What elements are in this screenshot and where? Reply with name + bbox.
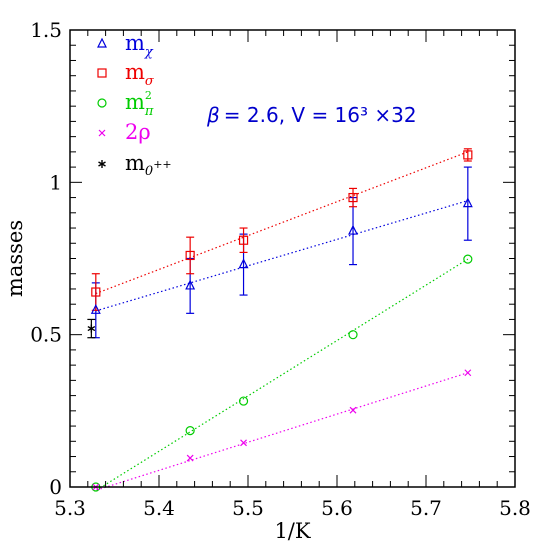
- x-tick-label: 5.7: [410, 496, 442, 520]
- legend-item: m2 π: [97, 89, 154, 119]
- legend-label: 2ρ: [125, 120, 151, 144]
- cross-stroke: [98, 129, 106, 137]
- legend-item: mσ: [97, 60, 155, 89]
- legend-label: mσ: [125, 60, 155, 89]
- data-points: [87, 150, 473, 492]
- cross-marker: [186, 454, 194, 462]
- axis-ticks: [69, 29, 516, 488]
- annotation-text: = 2.6, V = 16³ ×32: [224, 103, 417, 127]
- x-tick-label: 5.3: [54, 496, 86, 520]
- cross-marker: [240, 439, 247, 447]
- fit-line: [96, 258, 469, 491]
- legend-superscript: ++: [153, 158, 171, 171]
- circle-marker: [185, 426, 195, 436]
- legend-subscript: χ: [144, 45, 154, 60]
- y-tick-labels: 0 0.5 1 1.5: [30, 18, 62, 499]
- y-tick-label: 0: [49, 475, 62, 499]
- asterisk-stroke: [87, 325, 96, 332]
- x-tick-label: 5.6: [321, 496, 353, 520]
- legend-subscript: σ: [145, 74, 155, 89]
- cross-marker: [349, 406, 357, 414]
- cross-stroke: [240, 439, 247, 447]
- cross-stroke: [186, 454, 194, 462]
- square-marker: [463, 150, 473, 160]
- circle-marker: [97, 98, 107, 108]
- asterisk-stroke: [98, 161, 106, 167]
- triangle-marker: [348, 224, 358, 235]
- square-marker: [238, 235, 249, 245]
- circle-marker: [238, 396, 249, 406]
- legend-subscript: 0: [145, 164, 153, 179]
- fit-lines: [95, 151, 469, 491]
- asterisk-marker: [98, 160, 106, 168]
- y-tick-label: 1.5: [30, 18, 62, 42]
- legend-label: m0++: [125, 151, 172, 179]
- beta-symbol: β: [206, 103, 220, 127]
- square-marker: [97, 68, 107, 78]
- cross-stroke: [464, 369, 472, 377]
- asterisk-marker: [87, 324, 96, 333]
- error-bar: [239, 227, 248, 254]
- triangle-marker: [90, 303, 101, 314]
- legend-label: mχ: [125, 31, 154, 60]
- legend-label: m2 π: [125, 89, 154, 119]
- y-tick-label: 1: [49, 170, 62, 194]
- triangle-marker: [238, 258, 249, 269]
- legend-superscript: 2: [145, 89, 152, 102]
- square-marker: [91, 287, 101, 297]
- y-tick-label: 0.5: [30, 323, 62, 347]
- x-axis-label: 1/K: [274, 519, 310, 543]
- x-tick-label: 5.8: [499, 496, 531, 520]
- y-axis-label: masses: [3, 220, 27, 297]
- triangle-marker: [185, 279, 196, 290]
- error-bar: [463, 166, 472, 241]
- triangle-marker: [97, 37, 107, 48]
- x-tick-labels: 5.3 5.4 5.5 5.6 5.7 5.8: [54, 496, 531, 520]
- error-bar: [349, 187, 358, 208]
- square-marker: [185, 250, 195, 261]
- legend-subscript: π: [144, 104, 154, 119]
- legend-item: mχ: [97, 31, 154, 60]
- fit-line: [95, 200, 469, 312]
- cross-stroke: [349, 406, 357, 414]
- cross-marker: [98, 129, 106, 137]
- triangle-marker: [462, 197, 473, 208]
- legend-item: m0++: [98, 151, 172, 179]
- square-marker: [348, 192, 358, 203]
- circle-marker: [463, 254, 473, 264]
- fit-line: [96, 372, 469, 491]
- legend-item: 2ρ: [98, 120, 151, 144]
- x-tick-label: 5.4: [143, 496, 175, 520]
- parameter-annotation: β = 2.6, V = 16³ ×32: [206, 103, 417, 127]
- circle-marker: [348, 330, 358, 340]
- x-tick-label: 5.5: [232, 496, 264, 520]
- error-bar: [186, 236, 195, 275]
- cross-marker: [464, 369, 472, 377]
